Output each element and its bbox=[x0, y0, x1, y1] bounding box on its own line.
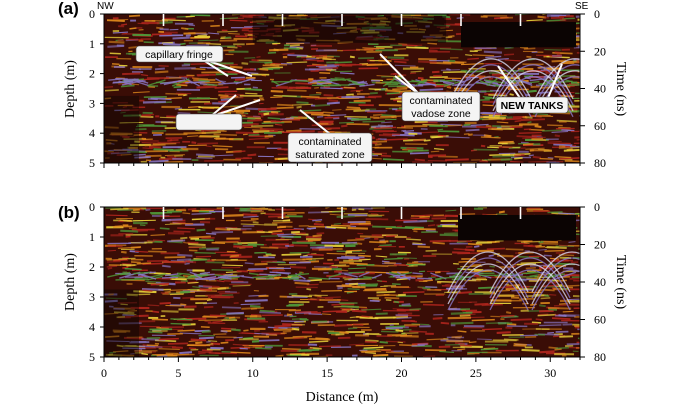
depth-tick-label: 4 bbox=[89, 320, 95, 334]
depth-tick-label: 1 bbox=[89, 37, 95, 51]
time-tick-label: 20 bbox=[594, 238, 606, 252]
depth-tick-label: 4 bbox=[89, 126, 95, 140]
time-axis-a: 0 20 40 60 80 bbox=[580, 7, 606, 170]
saturated-zone-label-line1: contaminated bbox=[298, 136, 361, 148]
saturated-zone-label-line2: saturated zone bbox=[295, 149, 365, 161]
distance-tick-label: 10 bbox=[247, 366, 259, 380]
distance-tick-label: 15 bbox=[321, 366, 333, 380]
callout-new-tanks: NEW TANKS bbox=[495, 63, 569, 114]
time-tick-label: 60 bbox=[594, 119, 606, 133]
distance-axis-b: 0 5 10 15 20 25 30 bbox=[101, 357, 581, 380]
surface-markers-a bbox=[162, 14, 522, 26]
time-tick-label: 0 bbox=[594, 7, 600, 21]
depth-tick-label: 5 bbox=[89, 156, 95, 170]
distance-tick-label: 5 bbox=[175, 366, 181, 380]
time-tick-label: 80 bbox=[594, 350, 606, 364]
depth-tick-label: 3 bbox=[89, 290, 95, 304]
surface-markers-b bbox=[162, 207, 522, 219]
time-axis-title-a: Time (ns) bbox=[613, 62, 628, 117]
depth-axis-title-b: Depth (m) bbox=[63, 253, 78, 311]
distance-ticks-a bbox=[103, 163, 581, 168]
distance-tick-label: 20 bbox=[396, 366, 408, 380]
callout-water-table bbox=[175, 94, 261, 131]
callout-contaminated-saturated-zone: contaminated saturated zone bbox=[287, 109, 373, 163]
depth-tick-label: 2 bbox=[89, 67, 95, 81]
time-axis-title-b: Time (ns) bbox=[613, 255, 628, 310]
depth-tick-label: 0 bbox=[89, 200, 95, 214]
depth-tick-label: 0 bbox=[89, 7, 95, 21]
radargram-b bbox=[104, 207, 580, 357]
panel-b-label: (b) bbox=[58, 203, 80, 222]
distance-tick-label: 30 bbox=[544, 366, 556, 380]
depth-axis-title-a: Depth (m) bbox=[63, 60, 78, 118]
distance-tick-label: 25 bbox=[470, 366, 482, 380]
time-tick-label: 60 bbox=[594, 313, 606, 327]
radargram-a bbox=[104, 14, 580, 163]
panel-a-label: (a) bbox=[58, 0, 79, 18]
callout-capillary-fringe: capillary fringe bbox=[135, 45, 253, 77]
capillary-fringe-label: capillary fringe bbox=[145, 49, 213, 61]
orientation-nw-label: NW bbox=[97, 1, 114, 12]
panel-a: (a) NW SE 0 1 2 3 4 5 0 20 40 60 80 Depth (m) Tim… bbox=[58, 0, 628, 170]
time-axis-b: 0 20 40 60 80 bbox=[580, 200, 606, 364]
depth-axis-a: 0 1 2 3 4 5 bbox=[89, 7, 104, 170]
distance-tick-label: 0 bbox=[101, 366, 107, 380]
orientation-se-label: SE bbox=[575, 1, 589, 12]
depth-tick-label: 2 bbox=[89, 260, 95, 274]
depth-tick-label: 5 bbox=[89, 350, 95, 364]
new-tanks-label: NEW TANKS bbox=[501, 100, 564, 112]
time-tick-label: 80 bbox=[594, 156, 606, 170]
time-tick-label: 40 bbox=[594, 82, 606, 96]
depth-tick-label: 1 bbox=[89, 230, 95, 244]
time-tick-label: 20 bbox=[594, 44, 606, 58]
time-tick-label: 0 bbox=[594, 200, 600, 214]
time-tick-label: 40 bbox=[594, 275, 606, 289]
distance-axis-title: Distance (m) bbox=[306, 390, 379, 405]
depth-tick-label: 3 bbox=[89, 96, 95, 110]
vadose-zone-label-line1: contaminated bbox=[409, 95, 472, 107]
vadose-zone-label-line2: vadose zone bbox=[411, 108, 471, 120]
depth-axis-b: 0 1 2 3 4 5 bbox=[89, 200, 104, 364]
callout-contaminated-vadose-zone: contaminated vadose zone bbox=[379, 53, 481, 122]
